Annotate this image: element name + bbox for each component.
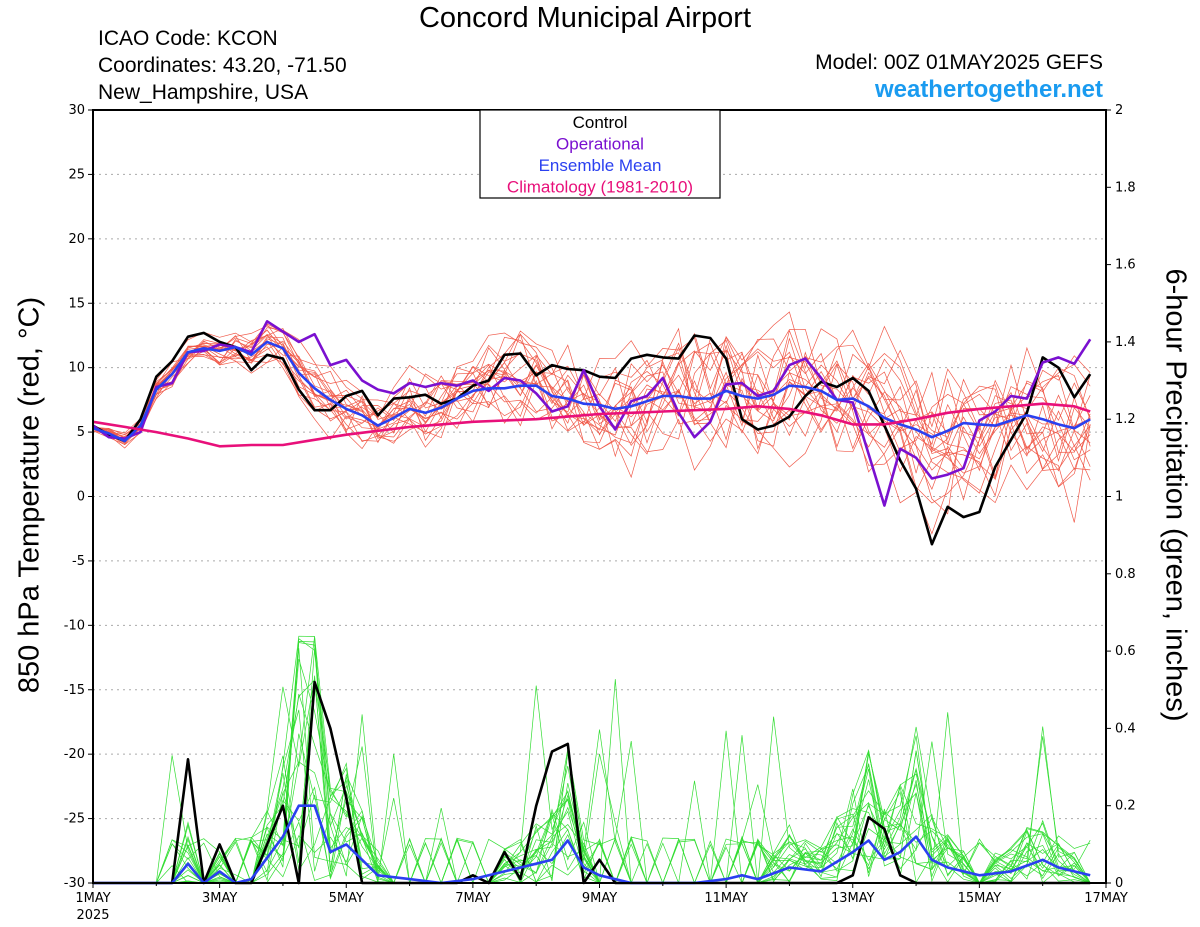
y-right-tick-label: 0.8 [1115, 567, 1136, 582]
y-right-tick-label: 0.6 [1115, 644, 1136, 659]
y-left-tick-label: 20 [68, 232, 85, 247]
x-tick-label: 7MAY [455, 891, 490, 906]
y-right-tick-label: 1.6 [1115, 258, 1136, 273]
y-right-tick-label: 0.2 [1115, 799, 1136, 814]
y-left-tick-label: -10 [64, 618, 85, 633]
legend-entry-operational: Operational [556, 135, 644, 154]
chart-title: Concord Municipal Airport [418, 2, 752, 34]
temperature-climatology-1981-2010-line [92, 402, 1091, 448]
x-tick-label: 9MAY [582, 891, 617, 906]
site-link[interactable]: weathertogether.net [874, 76, 1103, 103]
y-right-tick-label: 0 [1115, 876, 1123, 891]
main-series [92, 319, 1092, 885]
y-right-tick-label: 2 [1115, 103, 1123, 118]
x-tick-sublabel: 2025 [76, 908, 109, 923]
axis-ticks: 302520151050-5-10-15-20-25-3021.81.61.41… [64, 103, 1136, 923]
y-right-tick-label: 1 [1115, 490, 1123, 505]
coordinates: Coordinates: 43.20, -71.50 [98, 54, 347, 77]
y-left-tick-label: -20 [64, 747, 85, 762]
x-tick-label: 11MAY [704, 891, 748, 906]
y-left-tick-label: -30 [64, 876, 85, 891]
x-tick-label: 3MAY [202, 891, 237, 906]
icao-code: ICAO Code: KCON [98, 27, 278, 50]
x-tick-label: 15MAY [958, 891, 1002, 906]
y-right-tick-label: 1.2 [1115, 412, 1136, 427]
legend-entry-ensemble-mean: Ensemble Mean [539, 156, 662, 175]
y-left-tick-label: 25 [68, 167, 85, 182]
y-right-tick-label: 0.4 [1115, 721, 1136, 736]
legend: Control Operational Ensemble Mean Climatolo… [479, 109, 721, 199]
y-left-tick-label: 10 [68, 361, 85, 376]
temperature-member-line [92, 345, 1091, 490]
y-left-tick-label: -15 [64, 683, 85, 698]
y-right-tick-label: 1.4 [1115, 335, 1136, 350]
ensemble-members [92, 311, 1091, 885]
precipitation-member-line [93, 641, 1091, 885]
x-tick-label: 5MAY [329, 891, 364, 906]
temperature-member-line [92, 342, 1091, 481]
y-right-tick-label: 1.8 [1115, 180, 1136, 195]
y-left-tick-label: 5 [77, 425, 85, 440]
temperature-control-line [92, 331, 1092, 546]
precipitation-ensemble-mean-line [93, 804, 1091, 885]
y-left-tick-label: -25 [64, 812, 85, 827]
temperature-member-line [92, 333, 1091, 481]
precipitation-member-line [93, 693, 1091, 885]
location: New_Hampshire, USA [98, 81, 309, 104]
model-run: Model: 00Z 01MAY2025 GEFS [815, 51, 1103, 74]
x-tick-label: 1MAY [75, 891, 110, 906]
y-left-tick-label: 0 [77, 490, 85, 505]
legend-box [479, 109, 721, 199]
temperature-member-line [92, 338, 1091, 523]
precipitation-member-line [93, 753, 1091, 884]
legend-entry-climatology-1981-2010: Climatology (1981-2010) [507, 178, 693, 197]
precipitation-member-line [93, 635, 1091, 885]
temperature-operational-line [92, 319, 1092, 507]
x-tick-label: 17MAY [1084, 891, 1128, 906]
legend-entry-control: Control [573, 113, 628, 132]
x-tick-label: 13MAY [831, 891, 875, 906]
y-left-tick-label: -5 [72, 554, 85, 569]
y-left-tick-label: 15 [68, 296, 85, 311]
y-left-tick-label: 30 [68, 103, 85, 118]
grid [93, 173, 1106, 820]
precipitation-member-line [93, 636, 1091, 884]
temperature-ensemble-mean-line [92, 340, 1091, 443]
